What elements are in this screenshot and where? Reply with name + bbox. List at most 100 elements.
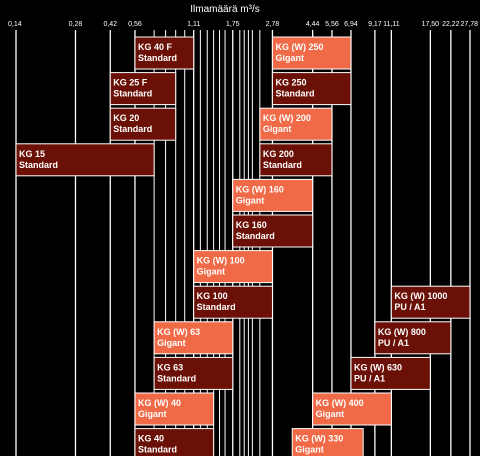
range-bar-rect (312, 392, 392, 426)
range-bar-label-line1: KG 100 (197, 291, 228, 301)
range-bar-label-line1: KG 250 (275, 78, 306, 88)
x-tick-labels: 0,14 0,28 0,42 0,56 1,11 1,75 2,78 4,44 5,56 6,94… (8, 21, 478, 28)
range-bar-label-line1: KG (W) 330 (295, 434, 343, 444)
range-bar-label-line1: KG 160 (236, 220, 267, 230)
range-bar-label-line2: Standard (113, 124, 152, 134)
range-bar-rect (271, 36, 352, 70)
x-tick-label: 22,22 (442, 21, 460, 28)
range-bar-label-line1: KG (W) 100 (197, 256, 245, 266)
x-tick-label: 6,94 (344, 21, 358, 28)
x-tick-label: 0,14 (8, 21, 22, 28)
range-bar-label-line1: KG (W) 400 (316, 398, 364, 408)
range-bar-rect (350, 356, 431, 390)
range-bar-rect (374, 321, 452, 355)
range-bar-rect (232, 214, 314, 248)
x-tick-label: 0,56 (128, 21, 142, 28)
range-bar-rect (193, 250, 273, 284)
range-bar-label-line2: Gigant (275, 53, 304, 63)
range-bar-label-line2: Gigant (138, 409, 167, 419)
range-bar-label-line2: Standard (113, 89, 152, 99)
range-bar-label-line2: Gigant (316, 409, 345, 419)
range-bar-rect (259, 143, 333, 177)
range-bar-label-line2: Standard (263, 160, 302, 170)
range-bar-label-line1: KG 63 (157, 362, 183, 372)
range-bar-label-line2: PU / A1 (354, 373, 385, 383)
range-bar-label-line1: KG (W) 40 (138, 398, 181, 408)
range-bar-rect (390, 285, 471, 319)
range-bar-label-line1: KG (W) 630 (354, 362, 402, 372)
range-bar-label-line2: Gigant (295, 445, 324, 455)
x-tick-label: 4,44 (306, 21, 320, 28)
range-bar-label-line1: KG (W) 63 (157, 327, 200, 337)
range-bar-rect (134, 392, 215, 426)
range-bar-label-line2: Standard (138, 445, 177, 455)
x-tick-label: 1,11 (187, 21, 200, 28)
range-bar-label-line1: KG 40 F (138, 42, 173, 52)
range-bar-rect (232, 178, 314, 212)
range-bar-label-line2: PU / A1 (378, 338, 409, 348)
range-bar-label-line1: KG (W) 1000 (394, 291, 447, 301)
range-bar-label-line1: KG 15 (19, 149, 45, 159)
x-tick-label: 0,42 (103, 21, 117, 28)
range-bar-label-line1: KG 200 (263, 149, 294, 159)
range-bar-label-line2: Standard (275, 89, 314, 99)
range-bar-label-line2: Gigant (236, 195, 265, 205)
x-tick-label: 5,56 (325, 21, 339, 28)
range-bar-label-line2: Standard (138, 53, 177, 63)
x-tick-label: 0,28 (69, 21, 83, 28)
range-bar-label-line2: Gigant (197, 267, 226, 277)
range-bar-label-line2: Gigant (263, 124, 292, 134)
range-bar-rect (134, 36, 195, 70)
range-bar-label-line2: Standard (157, 373, 196, 383)
range-bar-rect (291, 428, 364, 456)
range-bar-rect (134, 428, 215, 456)
range-bar-label-line2: Gigant (157, 338, 186, 348)
range-bar-label-line1: KG (W) 800 (378, 327, 426, 337)
range-bar-label-line2: Standard (197, 302, 236, 312)
range-bar-rect (259, 107, 333, 141)
range-bar-label-line1: KG 40 (138, 434, 164, 444)
range-bar-label-line2: Standard (19, 160, 58, 170)
range-bar-label-line2: PU / A1 (394, 302, 425, 312)
range-bar-label-line1: KG (W) 250 (275, 42, 323, 52)
x-tick-label: 11,11 (383, 21, 400, 28)
x-tick-label: 17,50 (422, 21, 440, 28)
range-bar-rect (153, 356, 234, 390)
range-bar-label-line1: KG 20 (113, 113, 139, 123)
x-tick-label: 27,78 (460, 21, 478, 28)
chart-title: Ilmamäärä m³/s (190, 4, 259, 15)
x-tick-label: 1,75 (226, 21, 240, 28)
range-bar-label-line2: Standard (236, 231, 275, 241)
range-bar-rect (15, 143, 155, 177)
range-bar-rect (109, 107, 177, 141)
x-tick-label: 9,17 (368, 21, 382, 28)
range-bar-rect (153, 321, 234, 355)
range-bar-label-line1: KG (W) 200 (263, 113, 311, 123)
range-bar-label-line1: KG 25 F (113, 78, 148, 88)
range-bar-rect (271, 72, 352, 106)
range-bar-label-line1: KG (W) 160 (236, 184, 284, 194)
range-bar-rect (109, 72, 177, 106)
